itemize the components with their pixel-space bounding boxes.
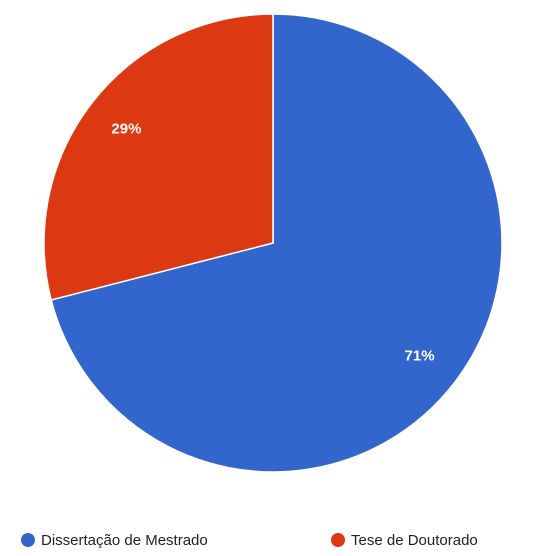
pie-slice xyxy=(43,13,274,301)
legend-label: Tese de Doutorado xyxy=(351,532,478,549)
slice-label: 29% xyxy=(111,120,141,137)
legend-label: Dissertação de Mestrado xyxy=(41,532,208,549)
legend-marker xyxy=(21,533,35,547)
slice-label: 71% xyxy=(405,348,435,365)
legend-marker xyxy=(331,533,345,547)
pie-slice xyxy=(50,13,503,473)
